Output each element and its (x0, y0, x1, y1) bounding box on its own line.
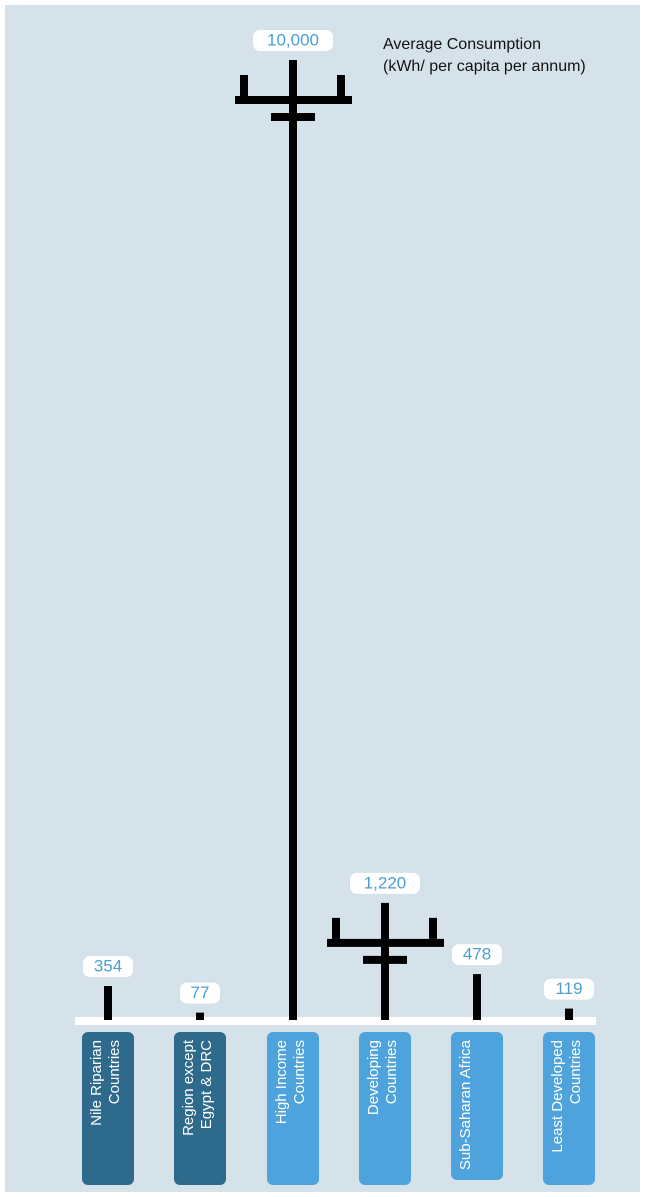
category-box: Sub-Saharan Africa (451, 1032, 503, 1180)
bar (565, 1008, 573, 1020)
x-tick-label: Region except Egypt & DRC (180, 1040, 215, 1136)
x-tick-label: Least Developed Countries (549, 1040, 584, 1153)
baseline (75, 1017, 596, 1025)
value-label-box (350, 872, 420, 894)
value-label: 478 (463, 945, 491, 964)
category-box: Developing Countries (359, 1032, 411, 1185)
chart-title: Average Consumption (383, 36, 541, 53)
category-box: Nile Riparian Countries (82, 1032, 134, 1185)
value-label-box (253, 30, 333, 51)
crossarm (271, 113, 315, 121)
x-tick-label: High Income Countries (273, 1040, 308, 1125)
insulator (332, 917, 340, 939)
chart-subtitle: (kWh/ per capita per annum) (383, 58, 586, 75)
value-label: 119 (555, 979, 582, 998)
insulator (337, 75, 345, 96)
bar (104, 986, 112, 1020)
bar (289, 60, 297, 1020)
category-box: High Income Countries (267, 1032, 319, 1185)
value-label-box (452, 944, 502, 966)
x-tick-label: Sub-Saharan Africa (457, 1040, 474, 1171)
crossarm (235, 96, 352, 104)
bar (196, 1012, 204, 1020)
crossarm (363, 955, 407, 964)
value-label: 354 (94, 957, 122, 976)
category-box: Region except Egypt & DRC (174, 1032, 226, 1185)
value-label: 10,000 (267, 30, 319, 49)
insulator (240, 75, 248, 96)
value-label: 77 (191, 983, 210, 1002)
value-label-box (180, 982, 220, 1004)
bar (473, 974, 481, 1020)
value-label-box (83, 956, 133, 978)
panel (5, 5, 640, 1192)
value-label-box (544, 978, 594, 1000)
insulator (429, 917, 437, 939)
x-tick-label: Developing Countries (365, 1040, 400, 1116)
category-box: Least Developed Countries (543, 1032, 595, 1185)
value-label: 1,220 (364, 873, 407, 892)
crossarm (327, 938, 444, 947)
x-tick-label: Nile Riparian Countries (88, 1040, 123, 1126)
